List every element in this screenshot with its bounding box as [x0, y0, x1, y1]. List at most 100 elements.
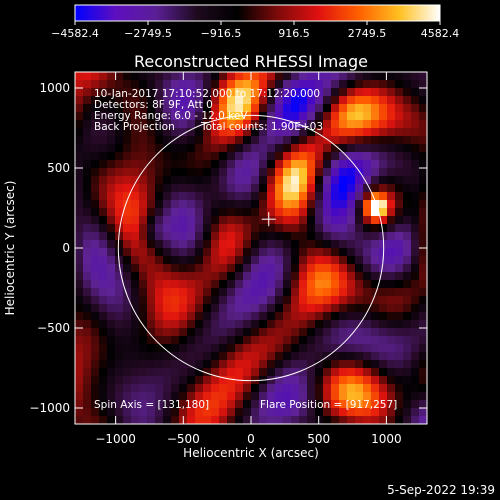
field-cell	[299, 336, 307, 344]
field-cell	[267, 304, 275, 312]
field-cell	[275, 392, 283, 400]
field-cell	[107, 408, 115, 416]
field-cell	[227, 304, 235, 312]
field-cell	[339, 248, 347, 256]
field-cell	[371, 88, 379, 96]
field-cell	[419, 344, 427, 352]
field-cell	[403, 328, 411, 336]
field-cell	[323, 416, 331, 424]
field-cell	[403, 384, 411, 392]
field-cell	[107, 336, 115, 344]
field-cell	[371, 296, 379, 304]
field-cell	[91, 408, 99, 416]
field-cell	[283, 256, 291, 264]
field-cell	[75, 328, 83, 336]
field-cell	[347, 240, 355, 248]
field-cell	[347, 336, 355, 344]
field-cell	[283, 152, 291, 160]
field-cell	[411, 112, 419, 120]
field-cell	[395, 256, 403, 264]
field-cell	[75, 168, 83, 176]
field-cell	[123, 408, 131, 416]
field-cell	[179, 200, 187, 208]
field-cell	[347, 368, 355, 376]
field-cell	[339, 360, 347, 368]
field-cell	[267, 336, 275, 344]
field-cell	[203, 256, 211, 264]
field-cell	[251, 96, 259, 104]
field-cell	[187, 272, 195, 280]
field-cell	[163, 288, 171, 296]
field-cell	[99, 72, 107, 80]
field-cell	[267, 128, 275, 136]
field-cell	[243, 272, 251, 280]
field-cell	[115, 96, 123, 104]
field-cell	[299, 408, 307, 416]
field-cell	[395, 232, 403, 240]
field-cell	[403, 240, 411, 248]
field-cell	[203, 416, 211, 424]
field-cell	[155, 208, 163, 216]
field-cell	[347, 200, 355, 208]
field-cell	[323, 376, 331, 384]
field-cell	[171, 336, 179, 344]
field-cell	[307, 152, 315, 160]
field-cell	[155, 280, 163, 288]
field-cell	[179, 320, 187, 328]
colorbar-tick-label: 4582.4	[421, 27, 460, 40]
field-cell	[139, 400, 147, 408]
field-cell	[211, 200, 219, 208]
field-cell	[275, 256, 283, 264]
field-cell	[163, 200, 171, 208]
field-cell	[251, 88, 259, 96]
field-cell	[371, 112, 379, 120]
field-cell	[331, 400, 339, 408]
field-cell	[419, 320, 427, 328]
field-cell	[91, 96, 99, 104]
field-cell	[227, 112, 235, 120]
field-cell	[131, 112, 139, 120]
field-cell	[147, 88, 155, 96]
field-cell	[315, 296, 323, 304]
field-cell	[347, 248, 355, 256]
field-cell	[139, 336, 147, 344]
field-cell	[307, 200, 315, 208]
field-cell	[363, 264, 371, 272]
field-cell	[323, 256, 331, 264]
field-cell	[363, 296, 371, 304]
field-cell	[171, 272, 179, 280]
field-cell	[371, 136, 379, 144]
field-cell	[227, 384, 235, 392]
field-cell	[315, 288, 323, 296]
field-cell	[203, 280, 211, 288]
field-cell	[339, 416, 347, 424]
field-cell	[99, 336, 107, 344]
field-cell	[171, 312, 179, 320]
field-cell	[171, 408, 179, 416]
field-cell	[323, 88, 331, 96]
field-cell	[307, 232, 315, 240]
field-cell	[299, 72, 307, 80]
field-cell	[91, 280, 99, 288]
field-cell	[107, 112, 115, 120]
field-cell	[243, 304, 251, 312]
field-cell	[139, 304, 147, 312]
field-cell	[83, 248, 91, 256]
field-cell	[347, 104, 355, 112]
field-cell	[379, 304, 387, 312]
field-cell	[291, 376, 299, 384]
field-cell	[283, 72, 291, 80]
annotation-energy-range: Energy Range: 6.0 - 12.0 keV	[94, 110, 248, 122]
field-cell	[83, 304, 91, 312]
field-cell	[251, 416, 259, 424]
field-cell	[227, 360, 235, 368]
field-cell	[315, 400, 323, 408]
field-cell	[203, 336, 211, 344]
field-cell	[307, 336, 315, 344]
field-cell	[211, 280, 219, 288]
field-cell	[371, 216, 379, 224]
field-cell	[187, 328, 195, 336]
field-cell	[235, 256, 243, 264]
field-cell	[315, 120, 323, 128]
field-cell	[75, 176, 83, 184]
